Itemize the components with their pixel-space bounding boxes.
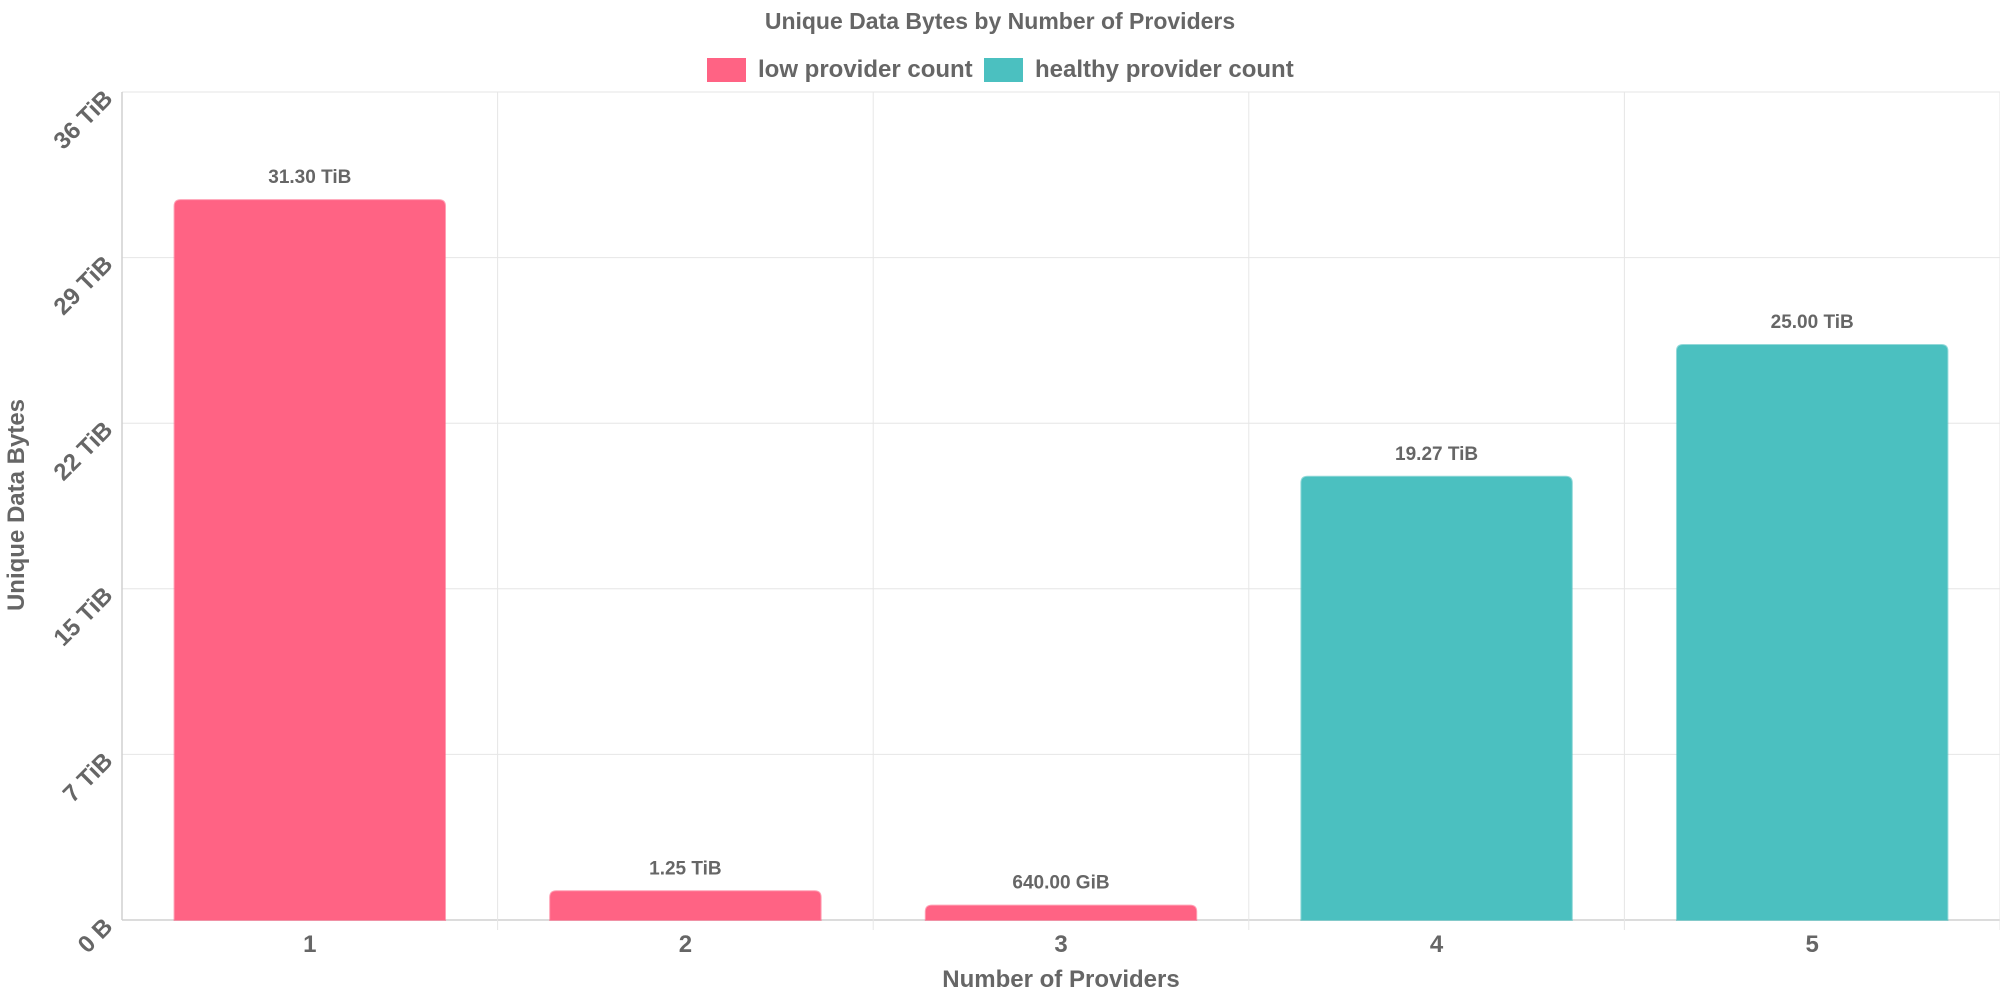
data-label-5: 25.00 TiB	[1771, 312, 1854, 333]
bar-3[interactable]	[924, 904, 1198, 921]
data-label-2: 1.25 TiB	[649, 858, 722, 879]
y-tick-label: 15 TiB	[49, 582, 119, 652]
y-tick-label: 22 TiB	[49, 416, 119, 486]
bar-1[interactable]	[173, 199, 447, 921]
bars	[173, 199, 1949, 921]
y-tick-label: 36 TiB	[49, 85, 119, 155]
legend-label-low[interactable]: low provider count	[758, 56, 973, 83]
legend-swatch-low[interactable]	[707, 58, 746, 82]
data-labels: 31.30 TiB 1.25 TiB 640.00 GiB 19.27 TiB 25.0…	[268, 167, 1853, 894]
x-tick-label-1: 1	[303, 931, 316, 958]
y-tick-label: 29 TiB	[49, 251, 119, 321]
legend-swatch-healthy[interactable]	[984, 58, 1023, 82]
y-axis-title: Unique Data Bytes	[3, 399, 30, 611]
x-tick-label-5: 5	[1806, 931, 1819, 958]
data-label-1: 31.30 TiB	[268, 167, 351, 188]
x-tick-label-4: 4	[1430, 931, 1444, 958]
chart-title: Unique Data Bytes by Number of Providers	[765, 8, 1235, 34]
bar-5[interactable]	[1675, 344, 1949, 921]
y-axis-ticks: 0 B 7 TiB 15 TiB 22 TiB 29 TiB 36 TiB	[49, 85, 119, 959]
legend: low provider count healthy provider count	[707, 56, 1294, 83]
data-label-3: 640.00 GiB	[1012, 873, 1109, 894]
data-label-4: 19.27 TiB	[1395, 444, 1478, 465]
legend-label-healthy[interactable]: healthy provider count	[1035, 56, 1294, 83]
x-axis-title: Number of Providers	[942, 966, 1179, 993]
y-tick-label: 0 B	[73, 913, 119, 959]
x-axis-ticks: 1 2 3 4 5	[303, 931, 1819, 958]
x-tick-label-2: 2	[679, 931, 692, 958]
bar-2[interactable]	[549, 890, 822, 921]
x-tick-label-3: 3	[1054, 931, 1067, 958]
y-tick-label: 7 TiB	[58, 748, 118, 808]
bar-4[interactable]	[1300, 475, 1573, 921]
